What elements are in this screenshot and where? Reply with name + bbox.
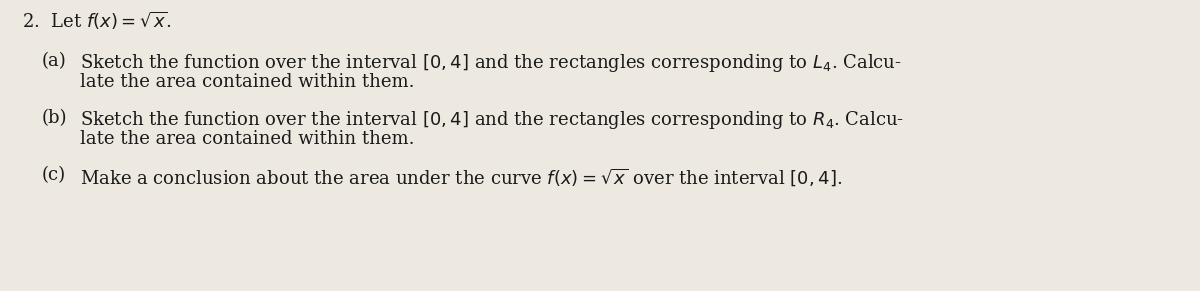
Text: Make a conclusion about the area under the curve $f(x) = \sqrt{x}$ over the inte: Make a conclusion about the area under t…	[80, 166, 842, 188]
Text: Sketch the function over the interval $[0, 4]$ and the rectangles corresponding : Sketch the function over the interval $[…	[80, 109, 904, 131]
Text: (b): (b)	[42, 109, 67, 127]
Text: Sketch the function over the interval $[0, 4]$ and the rectangles corresponding : Sketch the function over the interval $[…	[80, 52, 901, 74]
Text: 2.  Let $f(x) = \sqrt{x}$.: 2. Let $f(x) = \sqrt{x}$.	[22, 10, 172, 32]
Text: (a): (a)	[42, 52, 67, 70]
Text: (c): (c)	[42, 166, 66, 184]
Text: late the area contained within them.: late the area contained within them.	[80, 130, 414, 148]
Text: late the area contained within them.: late the area contained within them.	[80, 73, 414, 91]
